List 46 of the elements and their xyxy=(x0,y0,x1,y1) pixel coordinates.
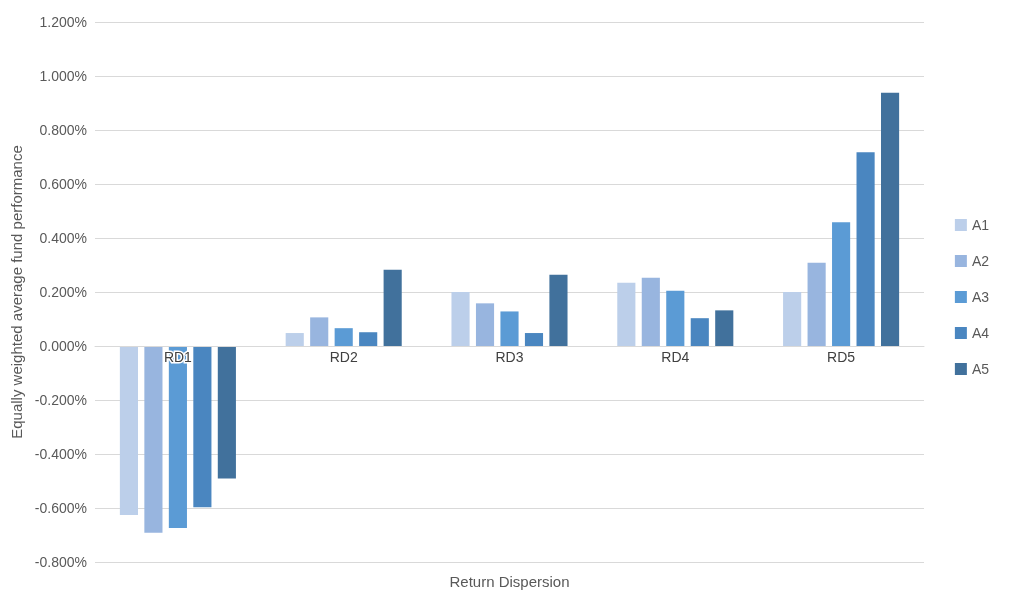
y-tick-label: 0.400% xyxy=(39,230,87,246)
y-tick-label: 0.200% xyxy=(39,284,87,300)
bar xyxy=(666,290,685,346)
bar xyxy=(500,311,519,346)
bar xyxy=(310,317,329,346)
bar xyxy=(715,310,734,346)
y-tick-label: -0.200% xyxy=(34,392,87,408)
x-axis-title: Return Dispersion xyxy=(449,573,570,590)
legend-label: A1 xyxy=(971,217,990,233)
bar xyxy=(193,346,212,508)
x-tick-label: RD4 xyxy=(661,348,690,365)
bar xyxy=(617,282,636,346)
legend-label: A3 xyxy=(971,289,990,305)
bar xyxy=(807,262,826,346)
legend-label: A5 xyxy=(971,361,990,377)
y-axis-title: Equally weighted average fund performance xyxy=(7,145,25,439)
x-tick-label: RD3 xyxy=(495,348,524,365)
bar xyxy=(881,92,900,346)
y-tick-label: 0.800% xyxy=(39,122,87,138)
legend-label: A2 xyxy=(971,253,990,269)
bar xyxy=(119,346,138,516)
bar xyxy=(524,333,544,346)
bar xyxy=(641,277,660,346)
bar xyxy=(359,332,378,346)
y-tick-label: -0.800% xyxy=(34,554,87,570)
y-tick-label: 1.000% xyxy=(39,68,87,84)
bar xyxy=(144,346,163,533)
bar xyxy=(549,274,568,346)
bar xyxy=(475,303,495,346)
y-tick-label: 0.600% xyxy=(39,176,87,192)
y-tick-label: -0.600% xyxy=(34,500,87,516)
bar xyxy=(334,328,353,346)
bar xyxy=(783,292,802,346)
bar xyxy=(451,292,470,346)
legend-label: A4 xyxy=(971,325,990,341)
bar xyxy=(217,346,236,479)
y-tick-label: -0.400% xyxy=(34,446,87,462)
bar xyxy=(383,269,402,346)
y-tick-label: 1.200% xyxy=(39,14,87,30)
x-tick-label: RD2 xyxy=(329,348,358,365)
bar xyxy=(285,333,304,346)
bar xyxy=(832,222,851,346)
y-tick-label: 0.000% xyxy=(39,338,87,354)
bar xyxy=(690,318,709,346)
bar xyxy=(856,152,875,346)
x-tick-label: RD5 xyxy=(827,348,856,365)
